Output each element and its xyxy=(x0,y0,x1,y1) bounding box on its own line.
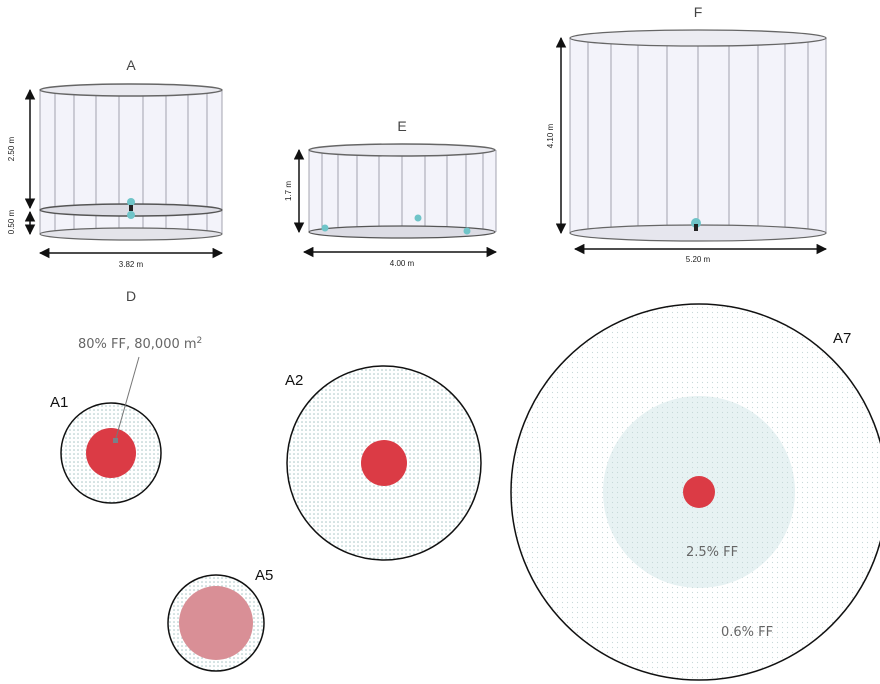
height-e-label: 1.7 m xyxy=(284,181,293,201)
sensor-e-right xyxy=(463,227,471,235)
circle-a5-label: A5 xyxy=(255,567,273,584)
cylinder-e xyxy=(308,143,497,239)
circle-a5: A5 xyxy=(167,567,273,672)
width-f-label: 5.20 m xyxy=(686,255,711,264)
cylinder-a xyxy=(39,83,223,241)
panel-f: F 4.10 m 5.20 m xyxy=(546,4,828,264)
circle-a7-label: A7 xyxy=(833,330,851,347)
sensor-a-core xyxy=(129,205,133,211)
width-a-label: 3.82 m xyxy=(119,260,144,269)
panel-d-label: D xyxy=(126,288,136,304)
cylinder-a-top xyxy=(39,83,223,97)
cylinder-e-top xyxy=(308,143,496,157)
circle-a1-annotation: 80% FF, 80,000 m2 xyxy=(78,336,202,352)
cylinder-e-bottom xyxy=(308,225,496,239)
height-a-lower-label: 0.50 m xyxy=(7,209,16,234)
circle-a7-core xyxy=(683,476,715,508)
circle-a5-core xyxy=(179,586,253,660)
circle-a1-leader-line xyxy=(115,356,140,439)
circle-a2-label: A2 xyxy=(285,372,303,389)
sensor-a-upper xyxy=(127,198,135,206)
cylinder-e-wall-lines xyxy=(308,150,497,238)
panel-f-label: F xyxy=(694,4,703,20)
panel-d: D A1 80% FF, 80,000 m2 A2 A5 xyxy=(50,288,880,681)
circle-a2: A2 xyxy=(285,365,482,561)
cylinder-e-body xyxy=(309,150,496,232)
circle-a1-core xyxy=(86,428,136,478)
circle-a1: A1 80% FF, 80,000 m2 xyxy=(50,336,202,504)
height-f-label: 4.10 m xyxy=(546,123,555,148)
cylinder-f xyxy=(569,29,827,242)
cylinder-f-wall-lines xyxy=(569,38,827,241)
panel-a-label: A xyxy=(126,57,136,73)
circle-a1-marker xyxy=(113,438,118,443)
circle-a2-core xyxy=(361,440,407,486)
circle-a7-outer-ff: 0.6% FF xyxy=(721,625,773,640)
panel-a: A 2.50 m xyxy=(7,57,224,269)
sensor-e-left xyxy=(321,224,329,232)
cylinder-a-bottom xyxy=(39,227,223,241)
sensor-f-core xyxy=(694,224,698,231)
panel-e-label: E xyxy=(397,118,406,134)
panel-e: E 1.7 m 4.00 m xyxy=(284,118,498,268)
sensor-a-lower xyxy=(127,211,135,219)
width-e-label: 4.00 m xyxy=(390,259,415,268)
circle-a7: A7 2.5% FF 0.6% FF xyxy=(510,303,880,681)
circle-a1-label: A1 xyxy=(50,394,68,411)
sensor-f xyxy=(691,218,701,228)
cylinder-f-top xyxy=(569,29,827,47)
height-a-upper-label: 2.50 m xyxy=(7,136,16,161)
sensor-e-center xyxy=(414,214,422,222)
circle-a7-inner-ff: 2.5% FF xyxy=(686,545,738,560)
